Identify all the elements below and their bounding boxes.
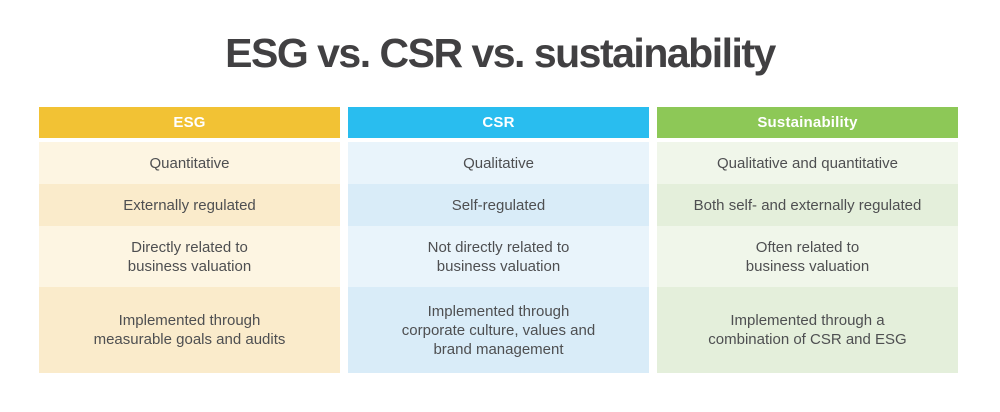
column-csr: CSR Qualitative Self-regulated Not direc… <box>348 107 649 373</box>
sustainability-cell-valuation: Often related to business valuation <box>657 226 958 287</box>
sustainability-column-header: Sustainability <box>657 107 958 138</box>
sustainability-cell-measurement: Qualitative and quantitative <box>657 142 958 184</box>
csr-cell-implementation: Implemented through corporate culture, v… <box>348 287 649 373</box>
csr-cell-valuation: Not directly related to business valuati… <box>348 226 649 287</box>
page-title: ESG vs. CSR vs. sustainability <box>225 30 776 76</box>
esg-cell-valuation: Directly related to business valuation <box>39 226 340 287</box>
csr-cell-regulation: Self-regulated <box>348 184 649 226</box>
esg-cell-regulation: Externally regulated <box>39 184 340 226</box>
esg-cell-measurement: Quantitative <box>39 142 340 184</box>
comparison-table: ESG Quantitative Externally regulated Di… <box>39 107 958 373</box>
esg-cell-implementation: Implemented through measurable goals and… <box>39 287 340 373</box>
csr-cell-measurement: Qualitative <box>348 142 649 184</box>
column-esg: ESG Quantitative Externally regulated Di… <box>39 107 340 373</box>
esg-column-header: ESG <box>39 107 340 138</box>
sustainability-cell-implementation: Implemented through a combination of CSR… <box>657 287 958 373</box>
column-sustainability: Sustainability Qualitative and quantitat… <box>657 107 958 373</box>
csr-column-header: CSR <box>348 107 649 138</box>
sustainability-cell-regulation: Both self- and externally regulated <box>657 184 958 226</box>
